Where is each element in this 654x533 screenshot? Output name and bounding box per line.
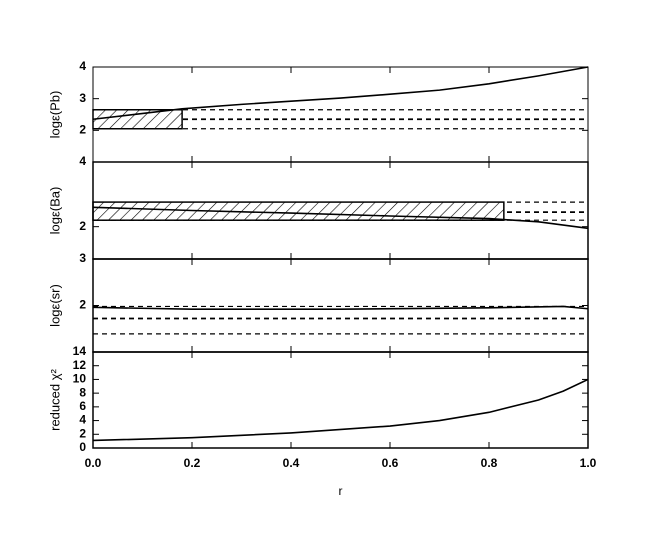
- y-axis-label: reduced χ²: [47, 368, 62, 430]
- x-axis-label: r: [339, 484, 343, 498]
- y-tick-label: 4: [79, 413, 86, 427]
- y-axis-label: logε(sr): [47, 284, 62, 327]
- y-tick-label: 12: [73, 358, 87, 372]
- y-tick-label: 2: [79, 426, 86, 440]
- y-axis-label: logε(Pb): [47, 91, 62, 139]
- x-tick-label: 0.6: [382, 456, 399, 470]
- y-tick-label: 2: [79, 123, 86, 137]
- curve: [92, 66, 589, 121]
- curve: [92, 305, 589, 311]
- curve: [92, 378, 589, 442]
- curve: [92, 206, 589, 230]
- y-tick-label: 10: [73, 372, 87, 386]
- panel-frame: [92, 351, 589, 449]
- y-tick-label: 3: [79, 91, 86, 105]
- x-tick-label: 0.2: [184, 456, 201, 470]
- x-tick-label: 0.0: [85, 456, 102, 470]
- y-tick-label: 6: [79, 399, 86, 413]
- y-tick-label: 4: [79, 154, 86, 168]
- y-tick-label: 3: [79, 251, 86, 265]
- y-tick-label: 2: [79, 219, 86, 233]
- y-tick-label: 14: [73, 344, 87, 358]
- x-tick-label: 0.4: [283, 456, 300, 470]
- observed-box: [92, 109, 183, 130]
- panel-frame: [92, 258, 589, 353]
- y-axis-label: logε(Ba): [47, 187, 62, 235]
- y-tick-label: 0: [79, 440, 86, 454]
- x-tick-label: 0.8: [481, 456, 498, 470]
- x-tick-label: 1.0: [580, 456, 597, 470]
- y-tick-label: 4: [79, 59, 86, 73]
- y-tick-label: 2: [79, 298, 86, 312]
- y-tick-label: 8: [79, 385, 86, 399]
